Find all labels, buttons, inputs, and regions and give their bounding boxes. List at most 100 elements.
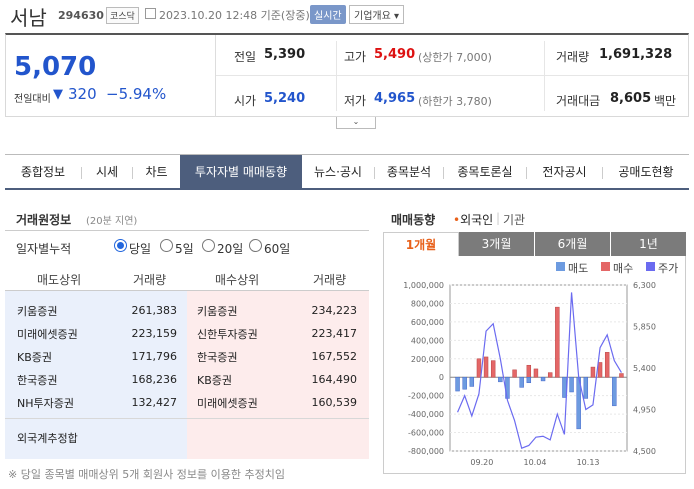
tab-short-selling[interactable]: 공매도현황 — [618, 165, 674, 179]
price-line — [457, 292, 622, 450]
buy-bar — [597, 362, 603, 378]
current-price: 5,070 — [14, 52, 97, 82]
open-value: 5,240 — [264, 91, 306, 106]
sell-bar — [469, 376, 475, 387]
stock-name: 서남 — [10, 6, 47, 30]
buy-column-bg — [187, 263, 369, 459]
radio-5day-label[interactable]: 5일 — [175, 242, 194, 256]
buy-bar — [512, 369, 517, 378]
price-panel: 5,070 전일대비 ▼ 320 −5.94% 전일 5,390 고가 5,49… — [5, 33, 689, 117]
tab-news[interactable]: 뉴스·공시 — [314, 165, 362, 179]
radio-today[interactable] — [114, 239, 127, 252]
buy-bar — [526, 364, 532, 378]
buy-volume: 160,539 — [311, 396, 358, 409]
sell-volume: 168,236 — [131, 373, 178, 386]
tab-divider — [602, 167, 603, 179]
buy-bar — [590, 366, 596, 378]
y-right-tick-label: 5,400 — [633, 364, 656, 373]
buy-volume: 167,552 — [311, 350, 358, 363]
buy-broker: 한국증권 — [197, 351, 238, 364]
current-price-block: 5,070 전일대비 ▼ 320 −5.94% — [6, 35, 216, 117]
table-header: 매도상위 거래량 매수상위 거래량 — [5, 263, 369, 291]
tab-chart[interactable]: 차트 — [145, 165, 168, 179]
sell-bar — [455, 376, 460, 392]
radio-today-label[interactable]: 당일 — [129, 242, 152, 256]
y-left-tick-label: -200,000 — [408, 392, 444, 401]
tab-analysis[interactable]: 종목분석 — [386, 165, 432, 179]
tab-discussion[interactable]: 종목토론실 — [457, 165, 513, 179]
sell-bar — [498, 376, 503, 383]
legend-buy: 매수 — [613, 262, 634, 275]
x-tick-label: 10.13 — [577, 458, 600, 467]
tab-investor-trading[interactable]: 투자자별 매매동향 — [180, 155, 302, 189]
header-buy-top: 매수상위 — [215, 273, 260, 287]
sell-bar — [569, 376, 574, 393]
upper-limit: (상한가 7,000) — [418, 51, 492, 64]
y-left-tick-label: 0 — [439, 373, 444, 382]
realtime-button[interactable]: 실시간 — [310, 5, 346, 24]
y-left-tick-label: -400,000 — [408, 410, 444, 419]
tab-6month[interactable]: 6개월 — [535, 232, 611, 256]
y-right-tick-label: 4,950 — [633, 406, 656, 415]
tab-divider — [132, 167, 133, 179]
header-sell-volume: 거래량 — [133, 273, 167, 287]
prev-close-label: 전일 — [234, 50, 257, 64]
company-overview-button[interactable]: 기업개요 ▾ — [349, 5, 404, 24]
y-left-tick-label: 200,000 — [411, 355, 444, 364]
lower-limit: (하한가 3,780) — [418, 95, 492, 108]
legend-sell: 매도 — [568, 262, 589, 275]
legend-buy-swatch — [601, 262, 610, 271]
radio-60day[interactable] — [249, 239, 262, 252]
buy-broker: 신한투자증권 — [197, 328, 258, 341]
header-buy-volume: 거래량 — [313, 273, 347, 287]
sell-bar — [526, 376, 532, 384]
buy-volume: 164,490 — [311, 373, 358, 386]
sell-column-bg — [5, 263, 187, 459]
legend-price: 주가 — [658, 262, 679, 275]
stock-header: 서남 294630 코스닥 2023.10.20 12:48 기준(장중) 실시… — [0, 0, 694, 30]
tab-divider — [81, 167, 82, 179]
sell-bar — [583, 376, 589, 399]
tab-disclosure[interactable]: 전자공시 — [542, 165, 587, 179]
broker-table: 매도상위 거래량 매수상위 거래량 키움증권 261,383 키움증권 234,… — [5, 263, 369, 459]
tab-quote[interactable]: 시세 — [95, 165, 119, 179]
tab-divider — [526, 167, 527, 179]
sell-volume: 223,159 — [131, 327, 178, 340]
amount-unit: 백만 — [654, 94, 677, 108]
bullet-icon: • — [453, 213, 461, 227]
y-left-tick-label: 1,000,000 — [403, 281, 444, 290]
high-value: 5,490 — [374, 47, 416, 62]
buy-bar — [533, 368, 539, 378]
foreign-link[interactable]: •외국인 — [453, 211, 493, 228]
y-right-tick-label: 6,300 — [633, 281, 656, 290]
change-percent: −5.94% — [106, 85, 167, 103]
radio-5day[interactable] — [160, 239, 173, 252]
tab-1month[interactable]: 1개월 — [383, 232, 459, 256]
radio-20day-label[interactable]: 20일 — [217, 242, 244, 256]
change-value: 320 — [68, 85, 97, 103]
divider — [544, 41, 545, 111]
tab-divider — [374, 167, 375, 179]
tab-summary[interactable]: 종합정보 — [20, 165, 66, 179]
legend-price-swatch — [646, 262, 655, 271]
period-label: 일자별누적 — [16, 242, 72, 256]
radio-60day-label[interactable]: 60일 — [264, 242, 291, 256]
radio-20day[interactable] — [202, 239, 215, 252]
institution-link[interactable]: 기관 — [503, 213, 526, 227]
buy-bar — [619, 373, 624, 378]
open-label: 시가 — [234, 94, 257, 108]
sell-volume: 261,383 — [131, 304, 178, 317]
buy-bar — [547, 372, 553, 378]
expand-toggle-button[interactable]: ⌄ — [336, 117, 376, 129]
amount-label: 거래대금 — [556, 94, 601, 108]
buy-volume: 234,223 — [311, 304, 358, 317]
sell-bar — [462, 376, 467, 390]
sell-bar — [519, 376, 524, 388]
sell-broker: 미래에셋증권 — [17, 328, 78, 341]
trading-chart: 1,000,000 800,000 600,000 400,000 200,000 0 -2… — [403, 281, 656, 467]
tab-3month[interactable]: 3개월 — [459, 232, 535, 256]
down-arrow-icon: ▼ — [53, 87, 63, 102]
buy-bar — [490, 360, 496, 378]
tab-1year[interactable]: 1년 — [611, 232, 686, 256]
sell-volume: 171,796 — [131, 350, 178, 363]
